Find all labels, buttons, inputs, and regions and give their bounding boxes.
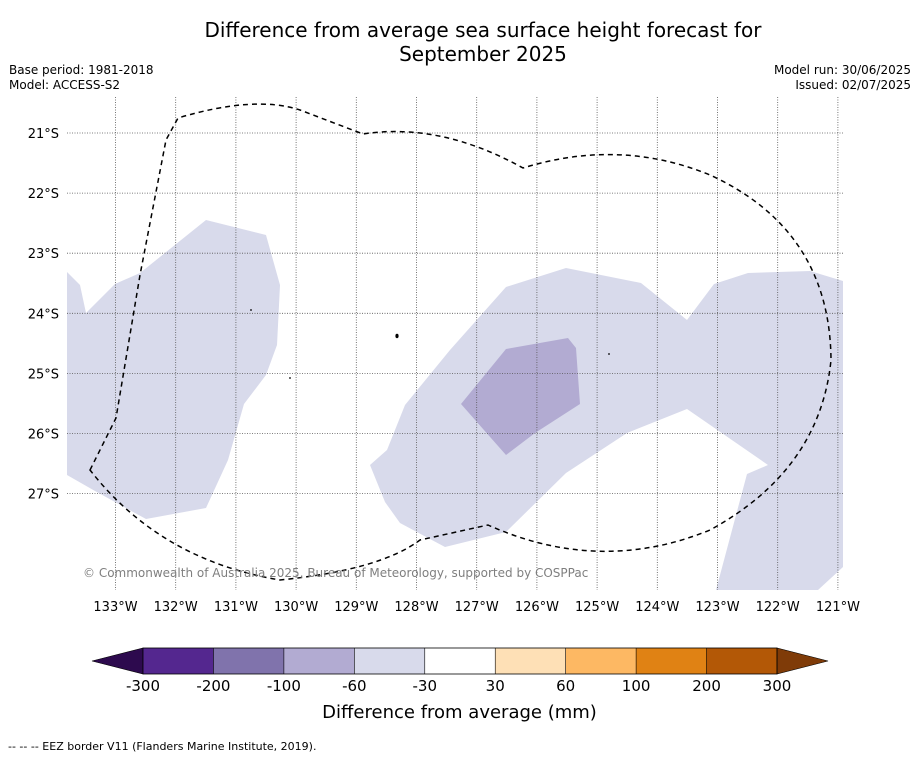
copyright-text: © Commonwealth of Australia 2025, Bureau… [83,566,588,580]
lat-label: 26°S [28,428,59,443]
lon-label: 130°W [274,600,318,615]
issued-text: Issued: 02/07/2025 [795,78,911,92]
lon-label: 121°W [816,600,860,615]
colorbar-tick-label: 100 [621,677,651,695]
island-marker [395,333,399,339]
colorbar-swatch [283,648,355,674]
lon-label: 124°W [635,600,679,615]
lon-label: 133°W [93,600,137,615]
lon-label: 128°W [394,600,438,615]
colorbar-swatch [143,648,214,674]
colorbar-swatch [565,648,637,674]
lat-label: 22°S [28,187,59,202]
anomaly-region-central-east [370,268,843,590]
colorbar-outline [142,647,778,675]
meta-right: Model run: 30/06/2025 Issued: 02/07/2025 [774,63,911,93]
colorbar-tick-label: 30 [485,677,505,695]
anomaly-region-west [67,220,280,519]
lon-labels: 133°W 132°W 131°W 130°W 129°W 128°W 127°W 126°W… [93,600,860,615]
colorbar-tick-label: 200 [692,677,721,695]
colorbar-tick-label: 60 [556,677,576,695]
lat-label: 21°S [28,127,59,142]
islands [250,309,610,379]
lon-label: 129°W [334,600,378,615]
colorbar-swatch [354,648,426,674]
colorbar-swatch [706,648,778,674]
colorbar-tick-label: -300 [125,677,161,695]
lat-label: 24°S [28,307,59,322]
lon-label: 132°W [154,600,198,615]
colorbar-tick-label: -30 [412,677,438,695]
base-period-text: Base period: 1981-2018 [9,63,154,77]
lat-label: 27°S [28,488,59,503]
colorbar-tick-label: -100 [266,677,301,695]
colorbar-tick-label: 300 [762,677,792,695]
map-title: Difference from average sea surface heig… [0,18,919,66]
lat-labels: 21°S 22°S 23°S 24°S 25°S 26°S 27°S [28,127,59,503]
anomaly-region-core [461,338,580,455]
colorbar-swatch [495,648,567,674]
island-marker [250,309,252,311]
colorbar-swatch [213,648,285,674]
map-figure: 21°S22°S23°S24°S25°S26°S27°S 133°W 132°W 1… [28,97,860,675]
colorbar-extend-low [91,647,144,675]
anomaly-fields [67,220,843,590]
lat-label: 23°S [28,247,59,262]
lat-label: 25°S [28,367,59,382]
lon-label: 131°W [214,600,258,615]
title-line-1: Difference from average sea surface heig… [204,18,762,42]
lon-label: 125°W [575,600,619,615]
colorbar-tick-label: -60 [342,677,367,695]
island-marker [608,353,610,355]
island-marker [289,377,291,379]
title-line-2: September 2025 [399,42,567,66]
lon-label: 122°W [756,600,800,615]
colorbar-swatch [424,648,496,674]
colorbar-swatch [636,648,708,674]
colorbar [91,647,829,675]
lon-label: 126°W [515,600,559,615]
eez-footnote: -- -- -- EEZ border V11 (Flanders Marine… [8,740,317,753]
model-text: Model: ACCESS-S2 [9,78,121,92]
model-run-text: Model run: 30/06/2025 [773,63,911,77]
colorbar-extend-high [776,647,829,675]
colorbar-label: Difference from average (mm) [322,702,597,723]
graticule [67,97,843,590]
colorbar-tick-label: -200 [196,677,231,695]
meta-left: Base period: 1981-2018 Model: ACCESS-S2 [9,63,154,93]
lon-label: 123°W [695,600,739,615]
lon-label: 127°W [455,600,499,615]
